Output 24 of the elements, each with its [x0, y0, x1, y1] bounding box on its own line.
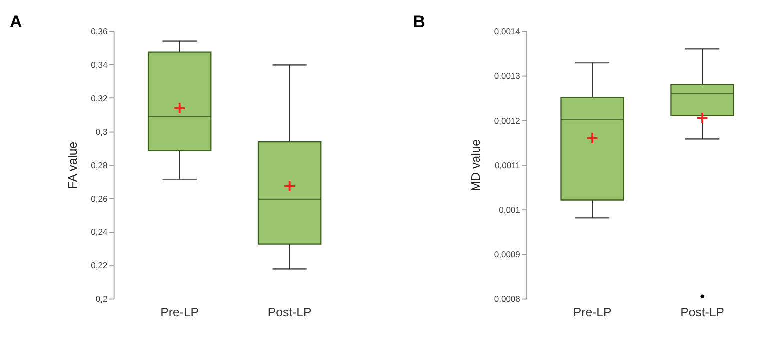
y-axis-title: MD value	[469, 139, 484, 192]
y-tick-label: 0,0009	[494, 250, 521, 260]
y-tick-label: 0,26	[91, 194, 108, 204]
y-axis-title: FA value	[66, 142, 80, 190]
y-tick-label: 0,32	[91, 93, 108, 104]
y-tick-label: 0,28	[91, 160, 108, 170]
x-tick-label: Post-LP	[268, 305, 312, 320]
x-tick-label: Pre-LP	[160, 305, 200, 320]
y-tick-label: 0,0014	[494, 26, 521, 37]
y-tick-label: 0,34	[91, 60, 108, 70]
y-tick-label: 0,0008	[494, 294, 521, 304]
y-tick-label: 0,3	[96, 126, 108, 137]
chart-title: A	[10, 12, 22, 32]
y-tick-label: 0,0012	[494, 116, 521, 126]
y-tick-label: 0,22	[91, 260, 108, 271]
y-tick-label: 0,0013	[494, 71, 521, 82]
y-tick-label: 0,0011	[494, 160, 521, 170]
x-tick-label: Pre-LP	[573, 305, 612, 320]
x-tick-label: Post-LP	[680, 305, 724, 320]
y-tick-label: 0,24	[91, 227, 108, 238]
chart-title: B	[413, 12, 426, 32]
y-tick-label: 0,2	[96, 294, 108, 304]
y-tick-label: 0,36	[91, 26, 108, 37]
y-tick-label: 0,001	[499, 204, 521, 215]
